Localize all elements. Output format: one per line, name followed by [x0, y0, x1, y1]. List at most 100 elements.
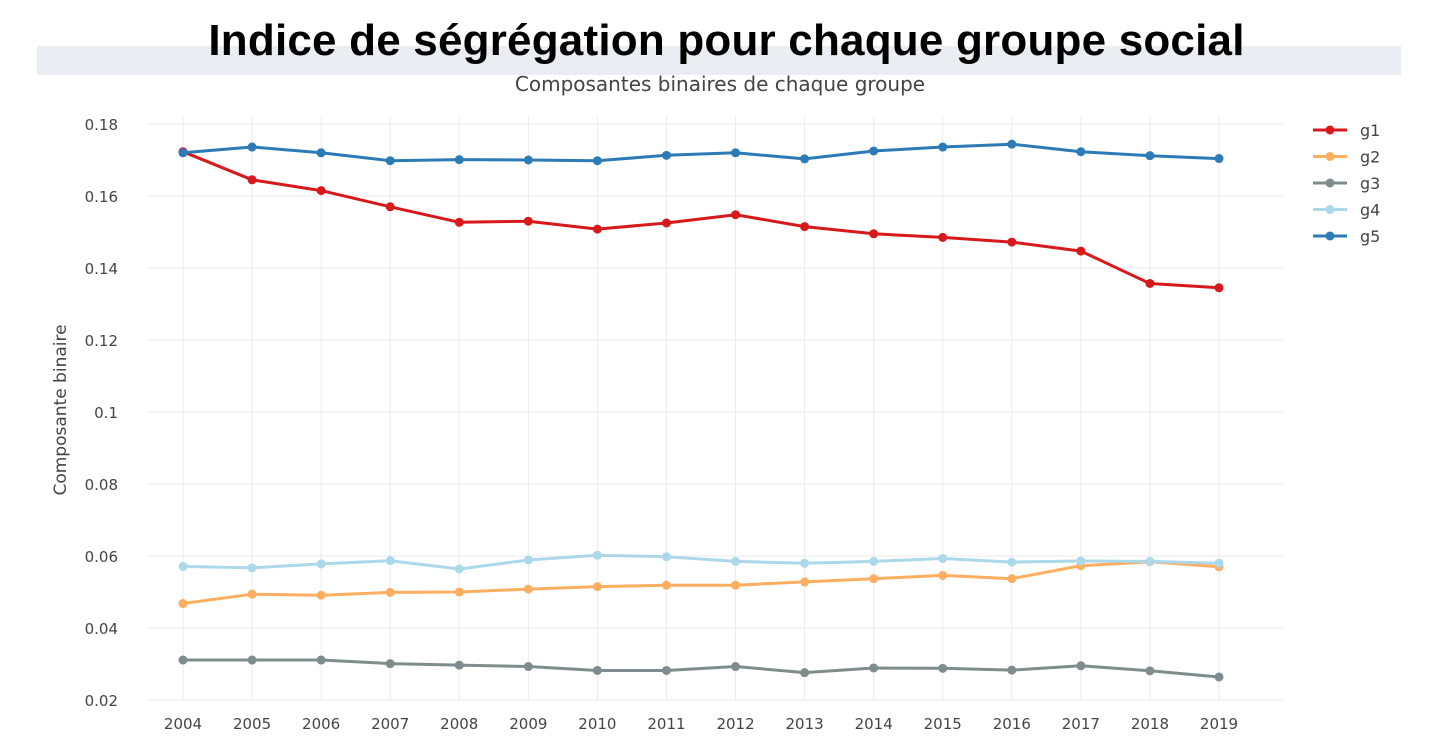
- data-point-g1[interactable]: [731, 210, 741, 220]
- data-point-g5[interactable]: [247, 142, 257, 152]
- data-point-g3[interactable]: [800, 668, 810, 678]
- data-point-g1[interactable]: [1145, 278, 1155, 288]
- data-point-g4[interactable]: [661, 552, 671, 562]
- data-point-g5[interactable]: [1214, 154, 1224, 164]
- data-point-g3[interactable]: [1007, 665, 1017, 675]
- x-tick-label: 2008: [440, 715, 478, 733]
- data-point-g2[interactable]: [869, 574, 879, 584]
- data-point-g4[interactable]: [938, 554, 948, 564]
- series-line-g2[interactable]: [181, 560, 1221, 605]
- data-point-g1[interactable]: [869, 229, 879, 239]
- series-line-g1[interactable]: [181, 150, 1221, 290]
- data-point-g4[interactable]: [592, 550, 602, 560]
- data-point-g1[interactable]: [523, 216, 533, 226]
- data-point-g5[interactable]: [869, 146, 879, 156]
- series-line-g4[interactable]: [181, 553, 1221, 571]
- data-point-g2[interactable]: [385, 587, 395, 597]
- data-point-g5[interactable]: [1076, 147, 1086, 157]
- data-point-g2[interactable]: [316, 590, 326, 600]
- data-point-g4[interactable]: [731, 556, 741, 566]
- data-point-g3[interactable]: [178, 655, 188, 665]
- data-point-g5[interactable]: [454, 155, 464, 165]
- data-point-g1[interactable]: [454, 217, 464, 227]
- data-point-g4[interactable]: [316, 559, 326, 569]
- series-g1[interactable]: [178, 147, 1224, 293]
- data-point-g5[interactable]: [178, 148, 188, 158]
- data-point-g1[interactable]: [938, 232, 948, 242]
- series-g4[interactable]: [178, 550, 1224, 574]
- data-point-g3[interactable]: [592, 665, 602, 675]
- data-point-g2[interactable]: [592, 582, 602, 592]
- data-point-g3[interactable]: [523, 662, 533, 672]
- data-point-g2[interactable]: [523, 584, 533, 594]
- legend-item-g1[interactable]: g1: [1313, 121, 1380, 140]
- data-point-g4[interactable]: [1145, 556, 1155, 566]
- legend-item-g2[interactable]: g2: [1313, 148, 1380, 167]
- data-point-g3[interactable]: [1145, 666, 1155, 676]
- data-point-g5[interactable]: [523, 155, 533, 165]
- data-point-g2[interactable]: [938, 570, 948, 580]
- series-g3[interactable]: [178, 655, 1224, 682]
- y-tick-label: 0.02: [85, 692, 118, 710]
- data-point-g3[interactable]: [869, 663, 879, 673]
- data-point-g2[interactable]: [1007, 574, 1017, 584]
- series-line-g5[interactable]: [181, 142, 1221, 163]
- data-point-g4[interactable]: [800, 558, 810, 568]
- series-g5[interactable]: [178, 139, 1224, 166]
- data-point-g3[interactable]: [938, 663, 948, 673]
- data-point-g1[interactable]: [1007, 237, 1017, 247]
- data-point-g1[interactable]: [1076, 246, 1086, 256]
- data-point-g5[interactable]: [661, 150, 671, 160]
- x-tick-label: 2010: [578, 715, 616, 733]
- data-point-g1[interactable]: [316, 186, 326, 196]
- data-point-g3[interactable]: [385, 659, 395, 669]
- data-point-g4[interactable]: [1007, 557, 1017, 567]
- data-point-g5[interactable]: [316, 148, 326, 158]
- data-point-g3[interactable]: [1076, 661, 1086, 671]
- data-point-g4[interactable]: [454, 564, 464, 574]
- legend-label: g2: [1360, 148, 1380, 167]
- data-point-g1[interactable]: [1214, 283, 1224, 293]
- data-point-g1[interactable]: [661, 218, 671, 228]
- data-point-g3[interactable]: [1214, 672, 1224, 682]
- data-point-g1[interactable]: [385, 202, 395, 212]
- legend-label: g3: [1360, 174, 1380, 193]
- data-point-g2[interactable]: [800, 577, 810, 587]
- data-point-g1[interactable]: [800, 222, 810, 232]
- data-point-g2[interactable]: [454, 587, 464, 597]
- data-point-g4[interactable]: [869, 556, 879, 566]
- data-point-g5[interactable]: [1007, 139, 1017, 149]
- data-point-g1[interactable]: [247, 175, 257, 185]
- data-point-g5[interactable]: [938, 142, 948, 152]
- data-point-g3[interactable]: [731, 662, 741, 672]
- data-point-g2[interactable]: [731, 580, 741, 590]
- data-point-g3[interactable]: [316, 655, 326, 665]
- x-tick-label: 2016: [993, 715, 1031, 733]
- data-point-g4[interactable]: [385, 556, 395, 566]
- data-point-g5[interactable]: [731, 148, 741, 158]
- series-g2[interactable]: [178, 557, 1224, 609]
- data-point-g3[interactable]: [661, 665, 671, 675]
- data-point-g1[interactable]: [592, 224, 602, 234]
- data-point-g5[interactable]: [385, 156, 395, 166]
- data-point-g4[interactable]: [1076, 556, 1086, 566]
- series-line-g3[interactable]: [181, 658, 1221, 679]
- data-point-g4[interactable]: [178, 561, 188, 571]
- data-point-g5[interactable]: [592, 156, 602, 166]
- legend-item-g3[interactable]: g3: [1313, 174, 1380, 193]
- data-point-g2[interactable]: [247, 589, 257, 599]
- data-point-g4[interactable]: [1214, 558, 1224, 568]
- data-point-g5[interactable]: [1145, 151, 1155, 161]
- x-tick-label: 2007: [371, 715, 409, 733]
- data-point-g2[interactable]: [178, 599, 188, 609]
- x-tick-label: 2014: [855, 715, 893, 733]
- legend[interactable]: g1 g2 g3 g4 g5: [1313, 121, 1380, 246]
- legend-item-g4[interactable]: g4: [1313, 201, 1380, 220]
- data-point-g4[interactable]: [523, 555, 533, 565]
- data-point-g2[interactable]: [661, 580, 671, 590]
- data-point-g5[interactable]: [800, 154, 810, 164]
- data-point-g3[interactable]: [454, 660, 464, 670]
- data-point-g3[interactable]: [247, 655, 257, 665]
- data-point-g4[interactable]: [247, 563, 257, 573]
- legend-item-g5[interactable]: g5: [1313, 227, 1380, 246]
